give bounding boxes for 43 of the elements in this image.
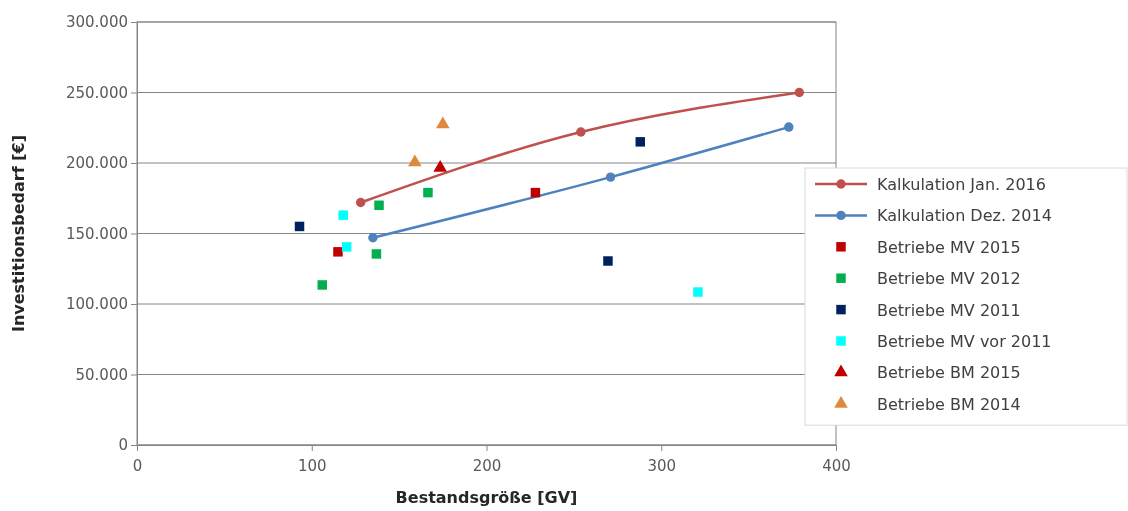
x-tick-label: 0 bbox=[132, 456, 143, 475]
legend-label: Betriebe BM 2014 bbox=[877, 394, 1021, 414]
point bbox=[530, 187, 541, 198]
point bbox=[341, 242, 352, 252]
legend-label: Kalkulation Jan. 2016 bbox=[877, 175, 1046, 194]
point bbox=[371, 249, 382, 259]
point bbox=[603, 256, 613, 266]
point bbox=[436, 116, 450, 129]
legend-label: Betriebe MV 2015 bbox=[877, 237, 1021, 257]
point bbox=[294, 221, 305, 232]
point bbox=[374, 200, 384, 211]
x-axis-title: Bestandsgröße [GV] bbox=[395, 488, 578, 507]
point bbox=[693, 287, 703, 297]
point bbox=[423, 187, 433, 198]
point bbox=[635, 137, 646, 147]
point bbox=[333, 247, 343, 257]
point bbox=[408, 154, 422, 167]
y-axis-title: Investitionsbedarf [€] bbox=[9, 134, 28, 333]
point bbox=[355, 197, 366, 208]
point bbox=[368, 233, 378, 243]
x-tick-label: 100 bbox=[297, 456, 327, 475]
y-tick-label: 100.000 bbox=[65, 295, 128, 314]
y-tick-label: 250.000 bbox=[65, 83, 128, 102]
y-tick-label: 0 bbox=[118, 436, 128, 455]
point bbox=[784, 122, 794, 132]
point bbox=[317, 280, 327, 290]
y-tick-label: 50.000 bbox=[75, 365, 128, 384]
y-tick-label: 200.000 bbox=[65, 154, 128, 173]
x-tick-label: 300 bbox=[647, 456, 677, 475]
y-tick-label: 300.000 bbox=[65, 13, 128, 32]
point bbox=[794, 87, 805, 98]
legend-label: Betriebe MV 2012 bbox=[877, 269, 1021, 289]
point bbox=[605, 172, 616, 182]
x-tick-label: 400 bbox=[822, 456, 851, 475]
legend-label: Kalkulation Dez. 2014 bbox=[877, 206, 1052, 226]
point bbox=[576, 127, 586, 137]
legend-label: Betriebe MV vor 2011 bbox=[877, 332, 1052, 351]
legend-label: Betriebe BM 2015 bbox=[877, 363, 1021, 383]
x-tick-label: 200 bbox=[472, 456, 502, 475]
point bbox=[338, 210, 348, 220]
y-tick-label: 150.000 bbox=[65, 224, 128, 243]
legend-label: Betriebe MV 2011 bbox=[877, 300, 1021, 320]
point bbox=[433, 160, 447, 172]
